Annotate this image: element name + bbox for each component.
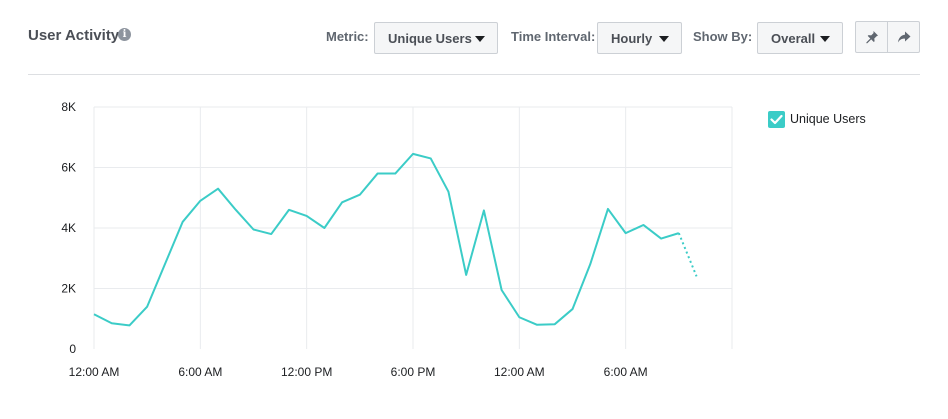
time-interval-label: Time Interval: (511, 29, 596, 44)
pin-icon (866, 31, 878, 44)
y-axis-labels: 0 2K 4K 6K 8K (61, 100, 76, 356)
line-chart: 0 2K 4K 6K 8K 12:00 AM 6:00 AM 12:00 PM 6:00 PM… (61, 100, 733, 379)
show-by-dropdown-value: Overall (771, 31, 816, 46)
caret-down-icon (475, 36, 485, 42)
share-button[interactable] (887, 21, 920, 53)
y-tick-label: 8K (61, 100, 76, 114)
share-icon (898, 31, 911, 43)
metric-dropdown-value: Unique Users (388, 31, 472, 46)
x-tick-label: 12:00 AM (494, 365, 545, 379)
chart-series (93, 152, 698, 327)
y-tick-label: 6K (61, 161, 76, 175)
y-tick-label: 2K (61, 282, 76, 296)
chart-header: User Activity i Metric: Unique Users Tim… (0, 0, 948, 76)
series-line-unique-users (93, 152, 680, 327)
time-interval-dropdown-value: Hourly (611, 31, 653, 46)
legend-checkbox[interactable] (768, 111, 785, 128)
header-divider (28, 74, 920, 75)
x-tick-label: 6:00 AM (604, 365, 648, 379)
checkmark-icon (770, 114, 783, 125)
show-by-dropdown[interactable]: Overall (757, 22, 843, 54)
legend-label: Unique Users (790, 112, 866, 126)
page-title: User Activity (28, 27, 120, 44)
caret-down-icon (659, 36, 669, 42)
y-tick-label: 4K (61, 221, 76, 235)
x-tick-label: 12:00 PM (281, 365, 332, 379)
x-axis-labels: 12:00 AM 6:00 AM 12:00 PM 6:00 PM 12:00 AM 6:… (69, 365, 648, 379)
info-icon[interactable]: i (118, 28, 131, 41)
chart-grid (93, 106, 733, 349)
series-line-projected (677, 232, 698, 277)
y-tick-label: 0 (69, 342, 76, 356)
metric-label: Metric: (326, 29, 369, 44)
show-by-label: Show By: (693, 29, 753, 44)
x-tick-label: 6:00 AM (178, 365, 222, 379)
metric-dropdown[interactable]: Unique Users (374, 22, 498, 54)
x-tick-label: 12:00 AM (69, 365, 120, 379)
pin-button[interactable] (855, 21, 888, 53)
time-interval-dropdown[interactable]: Hourly (597, 22, 682, 54)
caret-down-icon (820, 36, 830, 42)
x-tick-label: 6:00 PM (391, 365, 436, 379)
